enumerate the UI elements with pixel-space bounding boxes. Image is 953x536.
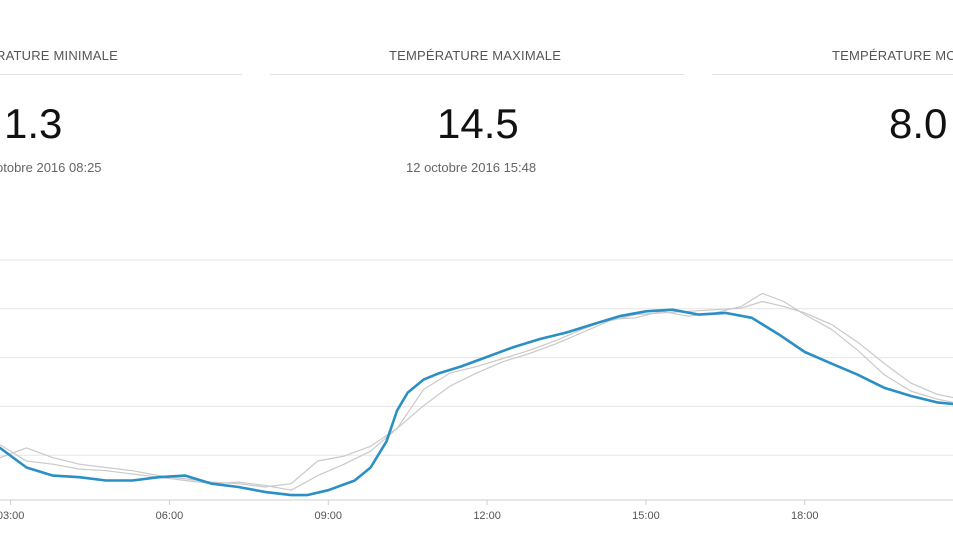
chart-series [0,292,953,497]
x-tick-label: 03:00 [0,510,24,522]
x-tick-label: 15:00 [632,510,660,522]
x-tick-label: 06:00 [156,510,184,522]
series-line-secondary [0,300,953,488]
stat-max-label: TEMPÉRATURE MAXIMALE [389,48,562,63]
chart-grid [0,259,953,456]
stat-min-value: 1.3 [4,100,63,147]
stat-min-label: RATURE MINIMALE [0,48,118,63]
stat-avg-label: TEMPÉRATURE MO [832,48,953,63]
series-line-primary [0,308,953,497]
stat-min-date: otobre 2016 08:25 [0,160,102,175]
stat-avg-divider [712,74,953,75]
series-line-secondary [0,292,953,491]
stat-max-value: 14.5 [437,100,519,147]
stat-max-divider [270,74,684,75]
stat-min-divider [0,74,242,75]
x-tick-label: 18:00 [791,510,819,522]
x-tick-label: 09:00 [314,510,342,522]
x-tick-label: 12:00 [473,510,501,522]
stat-max-date: 12 octobre 2016 15:48 [406,160,537,175]
stat-avg-value: 8.0 [889,100,948,147]
